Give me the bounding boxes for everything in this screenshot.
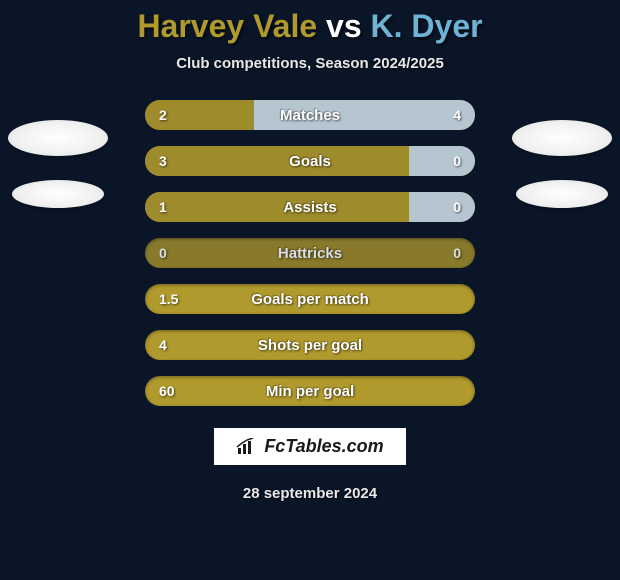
footer-date: 28 september 2024 (243, 485, 377, 502)
player2-name: K. Dyer (371, 8, 483, 44)
stat-bar: 2Matches4 (145, 100, 475, 130)
bar-value-right: 0 (453, 245, 461, 261)
bar-label: Goals (145, 153, 475, 170)
bar-label: Hattricks (145, 245, 475, 262)
comparison-card: Harvey Vale vs K. Dyer Club competitions… (0, 0, 620, 580)
watermark-text: FcTables.com (264, 436, 383, 457)
stat-bar: 1.5Goals per match (145, 284, 475, 314)
bar-label: Matches (145, 107, 475, 124)
stat-bar: 4Shots per goal (145, 330, 475, 360)
stat-bar: 0Hattricks0 (145, 238, 475, 268)
bar-value-right: 4 (453, 107, 461, 123)
title: Harvey Vale vs K. Dyer (137, 8, 482, 45)
watermark: FcTables.com (214, 428, 405, 465)
player1-name: Harvey Vale (137, 8, 317, 44)
bar-label: Assists (145, 199, 475, 216)
bar-label: Min per goal (145, 383, 475, 400)
bar-label: Goals per match (145, 291, 475, 308)
bar-value-right: 0 (453, 153, 461, 169)
title-vs: vs (326, 8, 362, 44)
chart-icon (236, 438, 258, 456)
stat-bar: 60Min per goal (145, 376, 475, 406)
stat-bars: 2Matches43Goals01Assists00Hattricks01.5G… (0, 100, 620, 406)
bar-label: Shots per goal (145, 337, 475, 354)
bar-value-right: 0 (453, 199, 461, 215)
stat-bar: 1Assists0 (145, 192, 475, 222)
stat-bar: 3Goals0 (145, 146, 475, 176)
subtitle: Club competitions, Season 2024/2025 (176, 55, 444, 72)
